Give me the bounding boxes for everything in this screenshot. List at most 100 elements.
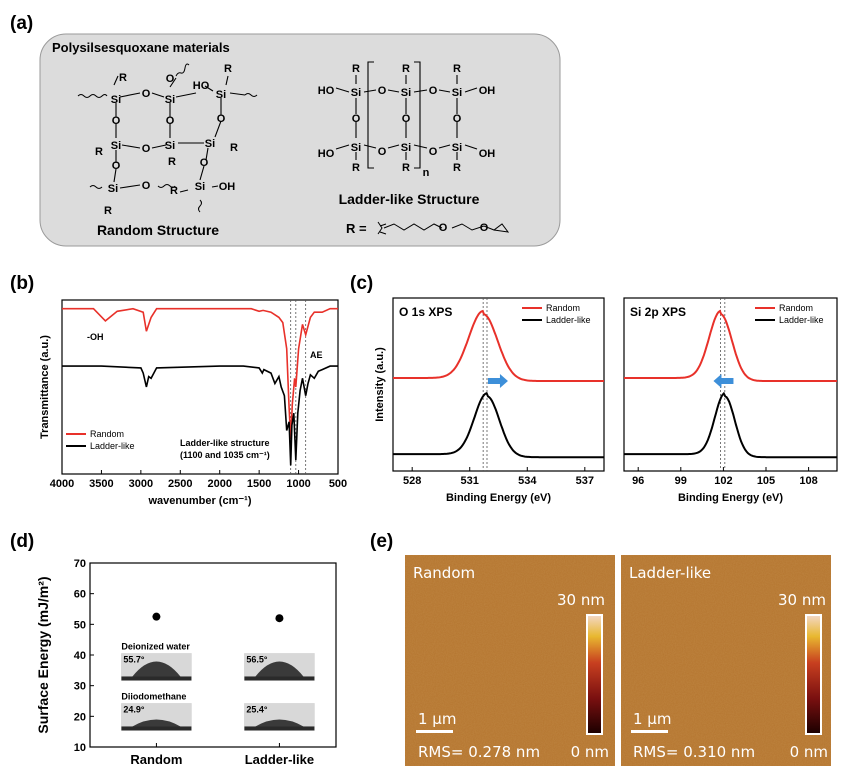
- atom-label: R: [453, 162, 461, 174]
- afm-ladder-label: Ladder-like: [629, 564, 711, 582]
- atom-label: O: [112, 160, 121, 172]
- atom-label: R: [170, 185, 178, 197]
- x-tick-label: 102: [714, 475, 732, 487]
- panel-b-letter: (b): [10, 273, 34, 294]
- y-tick-label: 60: [74, 589, 86, 601]
- random-structure-atoms: R Si O Si O O O Si O Si R R O Si O R HO …: [95, 63, 238, 217]
- contact-angle-droplet: [255, 661, 304, 677]
- afm-ladder-scalebar-label: 1 μm: [633, 710, 671, 728]
- xps-o-chart-x-axis-title: Binding Energy (eV): [446, 492, 551, 504]
- atom-label: Si: [195, 181, 205, 193]
- atom-label: Si: [351, 142, 361, 154]
- peak-shift-arrow: [713, 374, 734, 389]
- xps-si-chart-frame: [623, 297, 838, 472]
- r-group-label: R =: [346, 221, 367, 236]
- afm-random-scalebar-label: 1 μm: [418, 710, 456, 728]
- atom-label: OH: [479, 148, 496, 160]
- x-tick-label: 528: [403, 475, 421, 487]
- random-structure-caption: Random Structure: [97, 222, 219, 238]
- atom-label: Si: [205, 138, 215, 150]
- xps-si2p-chart: 96 99 102 105 108 Si 2p XPS Random Ladder-like B…: [623, 297, 838, 504]
- afm-random-label: Random: [413, 564, 475, 582]
- ftir-plot-frame: [61, 299, 339, 475]
- surface-energy-point: [275, 614, 284, 623]
- x-tick-label: 1000: [286, 478, 310, 490]
- atom-label: Si: [351, 87, 361, 99]
- atom-label: OH: [219, 181, 236, 193]
- surface-energy-y-axis-title: Surface Energy (mJ/m²): [35, 576, 51, 733]
- panel-c-letter: (c): [350, 273, 373, 294]
- atom-label: Si: [216, 89, 226, 101]
- atom-label: O: [200, 157, 209, 169]
- atom-label: R: [95, 146, 103, 158]
- contact-angle-droplet: [132, 719, 181, 727]
- x-tick-label: 1500: [247, 478, 271, 490]
- structure-box-title: Polysilsesquoxane materials: [52, 40, 230, 55]
- legend-label: Random: [779, 303, 813, 313]
- afm-image-ladder: Ladder-like 30 nm 0 nm 1 μm RMS= 0.310 n…: [621, 555, 831, 766]
- ftir-chart: 4000 3500 3000 2500 2000 1500 1000 500 -OH AE Ladd…: [39, 299, 347, 507]
- atom-label: Si: [108, 183, 118, 195]
- atom-label: n: [423, 167, 430, 179]
- x-tick-label: 96: [632, 475, 644, 487]
- atom-label: O: [166, 115, 175, 127]
- peak-shift-arrow: [487, 374, 508, 389]
- x-category-label: Random: [130, 752, 182, 767]
- panel-e-letter: (e): [370, 531, 393, 552]
- atom-label: Si: [111, 140, 121, 152]
- afm-ladder-rms: RMS= 0.310 nm: [633, 743, 755, 761]
- atom-label: O: [429, 85, 438, 97]
- y-tick-label: 70: [74, 558, 86, 570]
- atom-label: O: [217, 113, 226, 125]
- atom-label: O: [142, 88, 151, 100]
- x-tick-label: 534: [518, 475, 537, 487]
- x-tick-label: 3500: [89, 478, 113, 490]
- legend-label: Ladder-like: [90, 441, 135, 451]
- x-tick-label: 2500: [168, 478, 192, 490]
- x-tick-label: 2000: [207, 478, 231, 490]
- ftir-oh-annotation: -OH: [87, 332, 104, 342]
- afm-random-colorbar: [586, 614, 603, 735]
- atom-label: Si: [165, 94, 175, 106]
- x-tick-label: 99: [675, 475, 687, 487]
- contact-angle-value: 24.9°: [123, 704, 145, 714]
- atom-label: Si: [452, 142, 462, 154]
- atom-label: O: [352, 113, 361, 125]
- afm-ladder-scale-bottom: 0 nm: [790, 743, 828, 761]
- legend-label: Random: [546, 303, 580, 313]
- panel-d-letter: (d): [10, 531, 34, 552]
- y-tick-label: 30: [74, 681, 86, 693]
- ftir-ladder-note-wavenumbers: (1100 and 1035 cm⁻¹): [180, 450, 270, 460]
- r-group-structure: [377, 221, 510, 235]
- afm-image-random: Random 30 nm 0 nm 1 μm RMS= 0.278 nm: [405, 555, 615, 766]
- atom-label: O: [142, 143, 151, 155]
- y-tick-label: 40: [74, 650, 86, 662]
- surface-energy-point: [152, 612, 161, 621]
- contact-angle-liquid-label: Diiodomethane: [121, 691, 186, 701]
- y-tick-label: 20: [74, 711, 86, 723]
- ftir-series-ladder: [62, 365, 338, 466]
- surface-energy-chart: 10 20 30 40 50 60 70 Random Ladder-like Deionized…: [35, 558, 337, 767]
- atom-label: R: [104, 205, 112, 217]
- xps-o-chart-y-axis-title: Intensity (a.u.): [374, 347, 386, 422]
- xps-series-random: [393, 309, 604, 382]
- y-tick-label: 10: [74, 742, 86, 754]
- atom-label: R: [453, 63, 461, 75]
- atom-label: Si: [401, 142, 411, 154]
- ftir-y-axis-title: Transmittance (a.u.): [39, 335, 51, 439]
- atom-label: HO: [318, 85, 335, 97]
- ftir-series-random: [62, 307, 338, 440]
- contact-angle-value: 55.7°: [123, 654, 145, 664]
- atom-label: O: [112, 115, 121, 127]
- legend-label: Ladder-like: [546, 315, 591, 325]
- x-tick-label: 531: [461, 475, 479, 487]
- atom-label: R: [119, 72, 127, 84]
- contact-angle-substrate: [244, 676, 315, 681]
- random-structure-wavy-bonds: [77, 63, 258, 213]
- atom-label: O: [378, 146, 387, 158]
- x-tick-label: 500: [329, 478, 347, 490]
- atom-label: R: [224, 63, 232, 75]
- contact-angle-droplet: [255, 719, 304, 727]
- xps-series-random: [624, 309, 837, 382]
